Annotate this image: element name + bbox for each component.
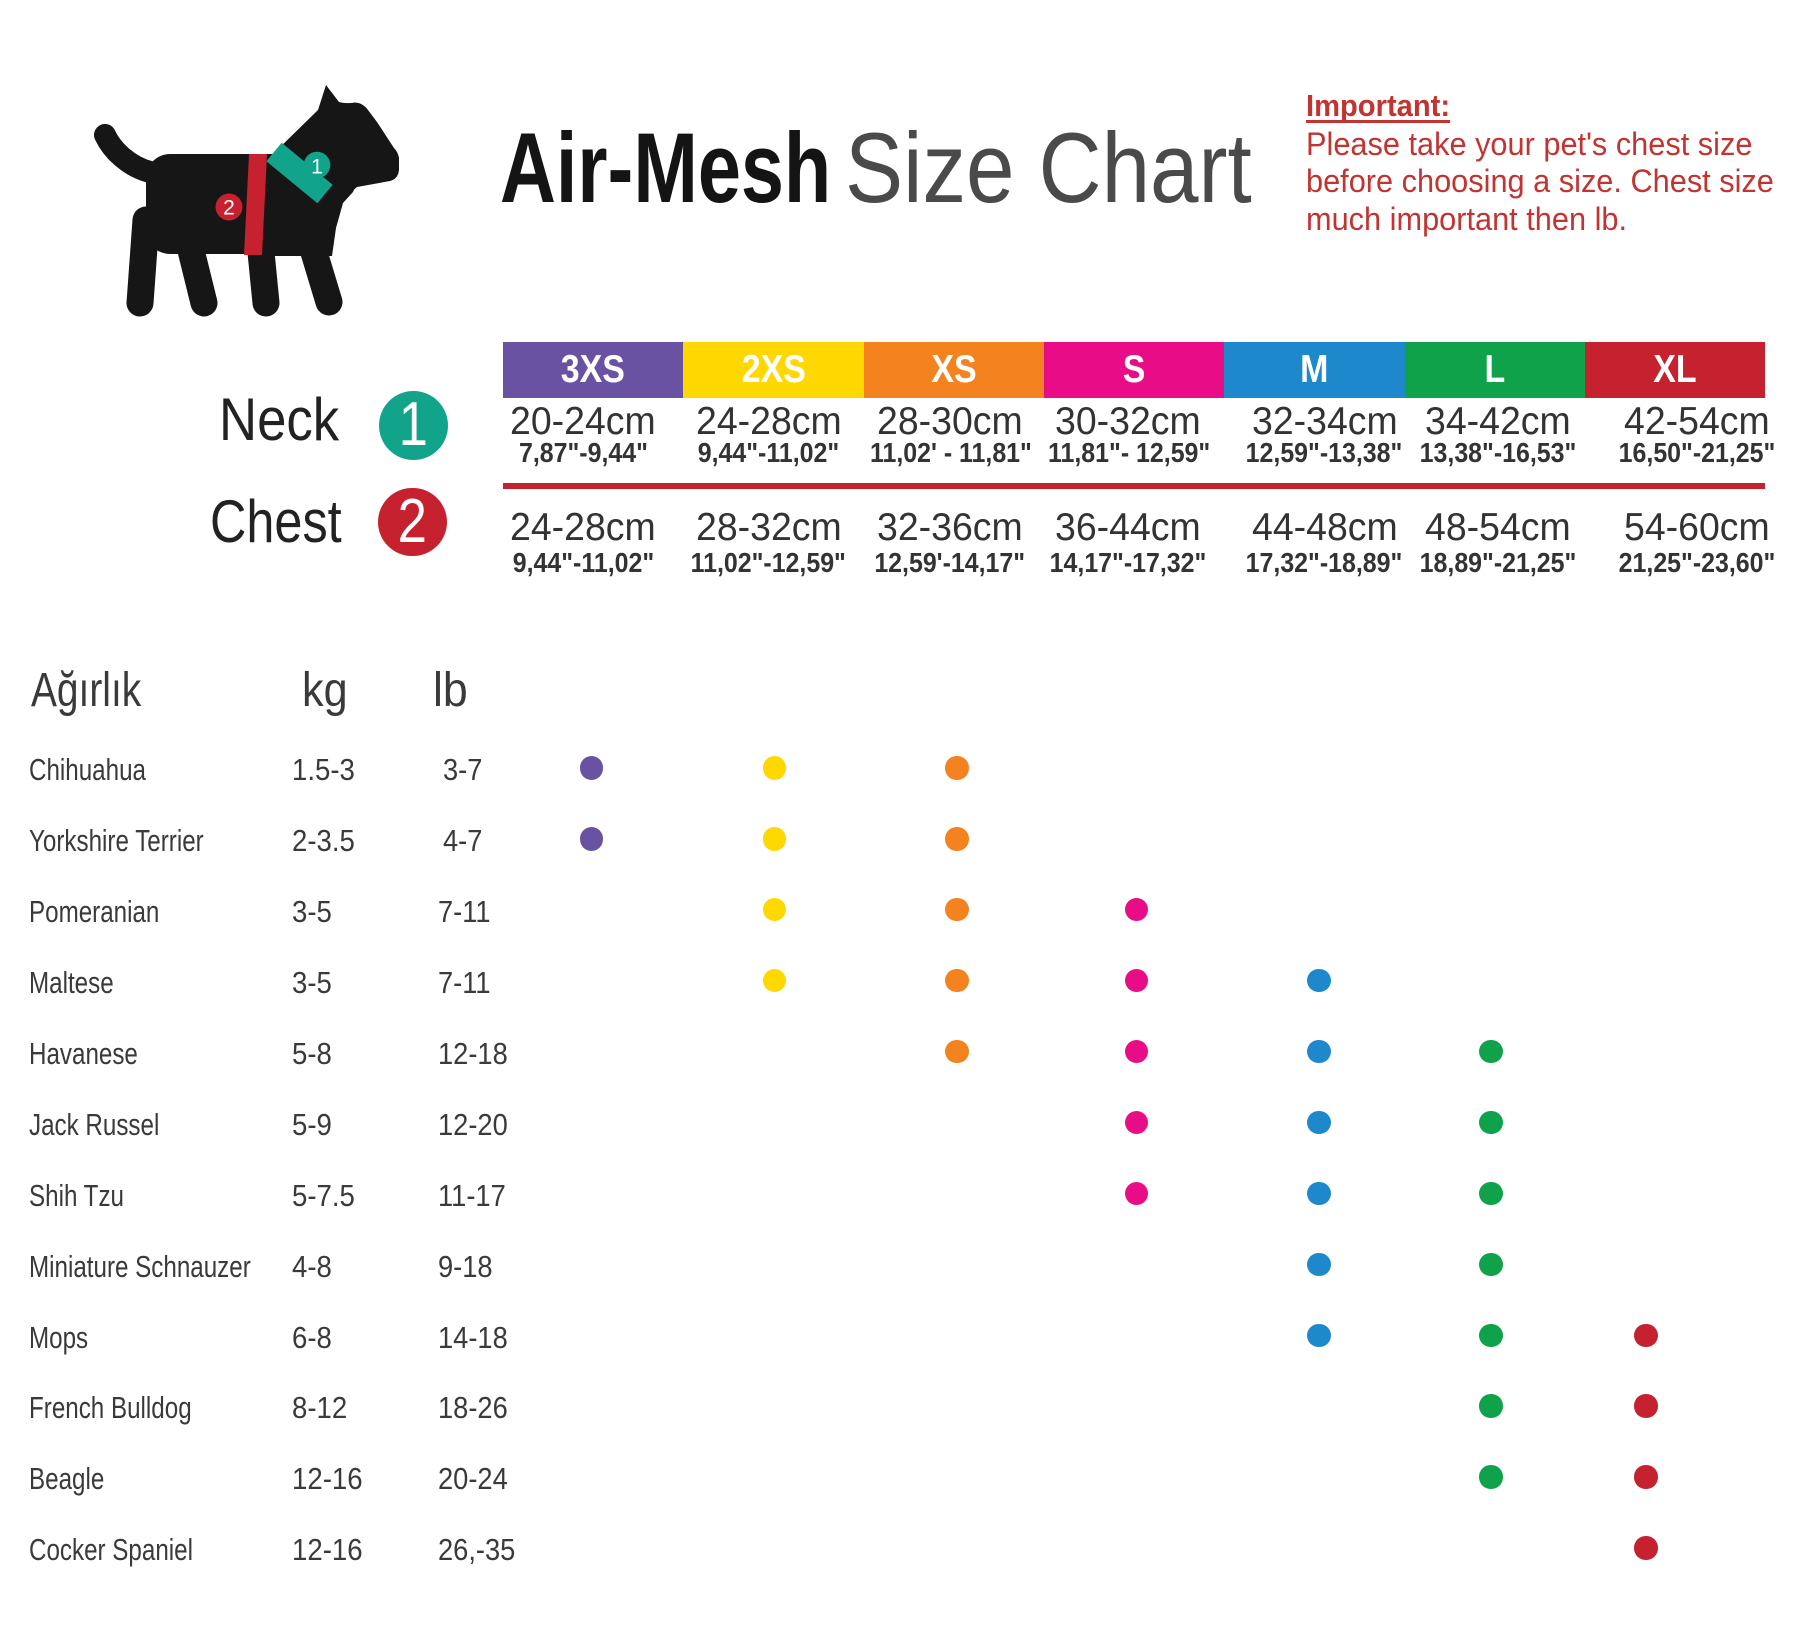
svg-text:2: 2: [223, 197, 235, 220]
svg-text:1: 1: [311, 156, 323, 179]
